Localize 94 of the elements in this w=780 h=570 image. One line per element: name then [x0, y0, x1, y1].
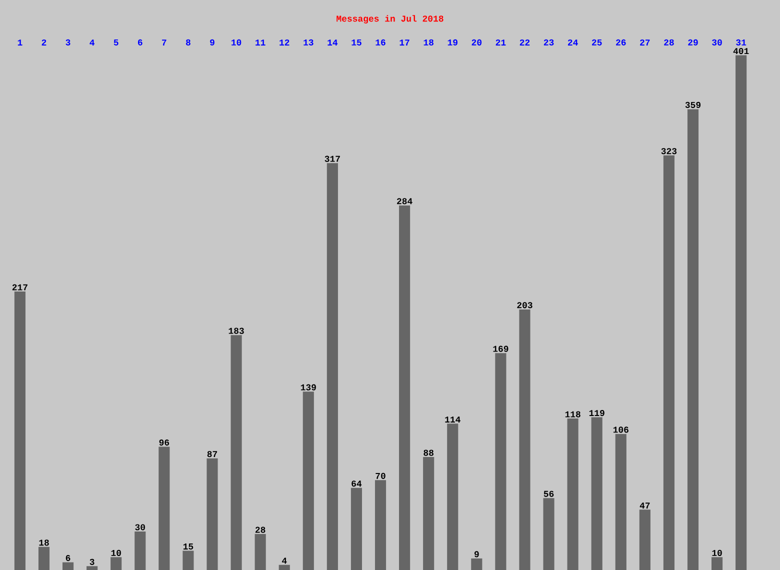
data-label: 15	[183, 544, 194, 550]
bar	[615, 434, 626, 570]
x-tick-label: 25	[592, 39, 602, 46]
data-label: 359	[685, 102, 701, 108]
data-label: 401	[733, 48, 749, 54]
data-label: 119	[589, 410, 604, 416]
bar	[567, 418, 578, 570]
x-tick-label: 19	[448, 39, 458, 46]
data-label: 28	[255, 526, 266, 533]
bar	[230, 335, 242, 570]
data-label: 183	[228, 328, 244, 334]
bar	[712, 557, 723, 570]
bar	[326, 163, 338, 570]
bar	[38, 546, 50, 570]
x-tick-label: 6	[138, 39, 142, 46]
x-tick-label: 27	[640, 39, 650, 46]
data-label: 169	[493, 346, 508, 352]
bar	[591, 417, 602, 570]
data-label: 87	[207, 451, 218, 458]
bar	[134, 531, 146, 570]
data-label: 203	[517, 302, 532, 308]
x-tick-label: 31	[736, 39, 746, 46]
x-tick-label: 22	[520, 39, 530, 46]
data-label: 284	[397, 198, 412, 204]
data-label: 114	[445, 416, 460, 422]
data-label: 18	[39, 540, 49, 546]
data-label: 64	[352, 480, 362, 487]
data-label: 6	[66, 555, 70, 562]
bar	[86, 566, 98, 570]
x-tick-label: 2	[42, 39, 46, 46]
x-tick-label: 24	[568, 39, 578, 46]
x-tick-label: 8	[186, 39, 190, 46]
x-tick-label: 23	[544, 39, 554, 46]
bar	[350, 488, 362, 570]
bar	[495, 353, 506, 570]
x-tick-label: 17	[400, 40, 410, 46]
data-label: 323	[661, 148, 677, 154]
bar	[254, 534, 266, 570]
data-label: 106	[613, 426, 628, 433]
x-tick-label: 3	[66, 39, 70, 46]
bar	[399, 205, 410, 570]
x-tick-label: 4	[90, 40, 94, 46]
data-label: 70	[376, 472, 386, 479]
bar	[14, 291, 26, 570]
x-tick-label: 14	[328, 40, 338, 46]
data-label: 4	[282, 558, 287, 564]
data-label: 10	[111, 550, 121, 556]
x-tick-label: 26	[616, 39, 626, 46]
x-tick-label: 12	[280, 39, 290, 46]
x-tick-label: 18	[424, 39, 434, 46]
bar	[687, 109, 699, 570]
x-tick-label: 29	[688, 39, 698, 46]
bar	[663, 155, 674, 570]
bar	[519, 309, 530, 570]
data-label: 47	[640, 502, 650, 508]
data-label: 118	[565, 411, 580, 418]
bar	[158, 446, 170, 570]
x-tick-label: 20	[472, 39, 482, 46]
x-tick-label: 7	[162, 40, 166, 46]
bar	[62, 562, 74, 570]
bar	[736, 55, 747, 570]
bar	[447, 424, 458, 570]
x-tick-label: 15	[352, 39, 362, 46]
bar	[543, 498, 554, 570]
bar	[471, 558, 482, 570]
bar	[639, 510, 650, 570]
data-label: 9	[474, 551, 479, 558]
chart-title: Messages in Jul 2018	[336, 15, 444, 24]
data-label: 3	[90, 558, 94, 565]
x-tick-label: 5	[114, 39, 118, 46]
x-tick-label: 28	[664, 39, 674, 46]
data-label: 317	[324, 156, 340, 162]
data-label: 10	[712, 550, 722, 556]
bar	[182, 550, 194, 570]
x-tick-label: 13	[304, 39, 314, 46]
data-label: 30	[135, 524, 145, 530]
x-tick-label: 9	[210, 39, 214, 46]
bar	[302, 392, 314, 570]
data-label: 217	[12, 284, 28, 290]
x-tick-label: 1	[18, 40, 22, 46]
data-label: 139	[300, 384, 316, 390]
bar	[206, 458, 218, 570]
bar	[278, 564, 290, 570]
bar	[374, 480, 386, 570]
x-tick-label: 11	[256, 40, 266, 46]
bar	[110, 557, 122, 570]
x-tick-label: 10	[232, 39, 242, 46]
data-label: 88	[424, 450, 434, 456]
x-tick-label: 21	[496, 39, 506, 46]
x-tick-label: 16	[376, 39, 386, 46]
data-label: 96	[159, 439, 170, 446]
data-label: 56	[544, 490, 554, 497]
bar	[423, 457, 434, 570]
x-tick-label: 30	[712, 39, 722, 46]
